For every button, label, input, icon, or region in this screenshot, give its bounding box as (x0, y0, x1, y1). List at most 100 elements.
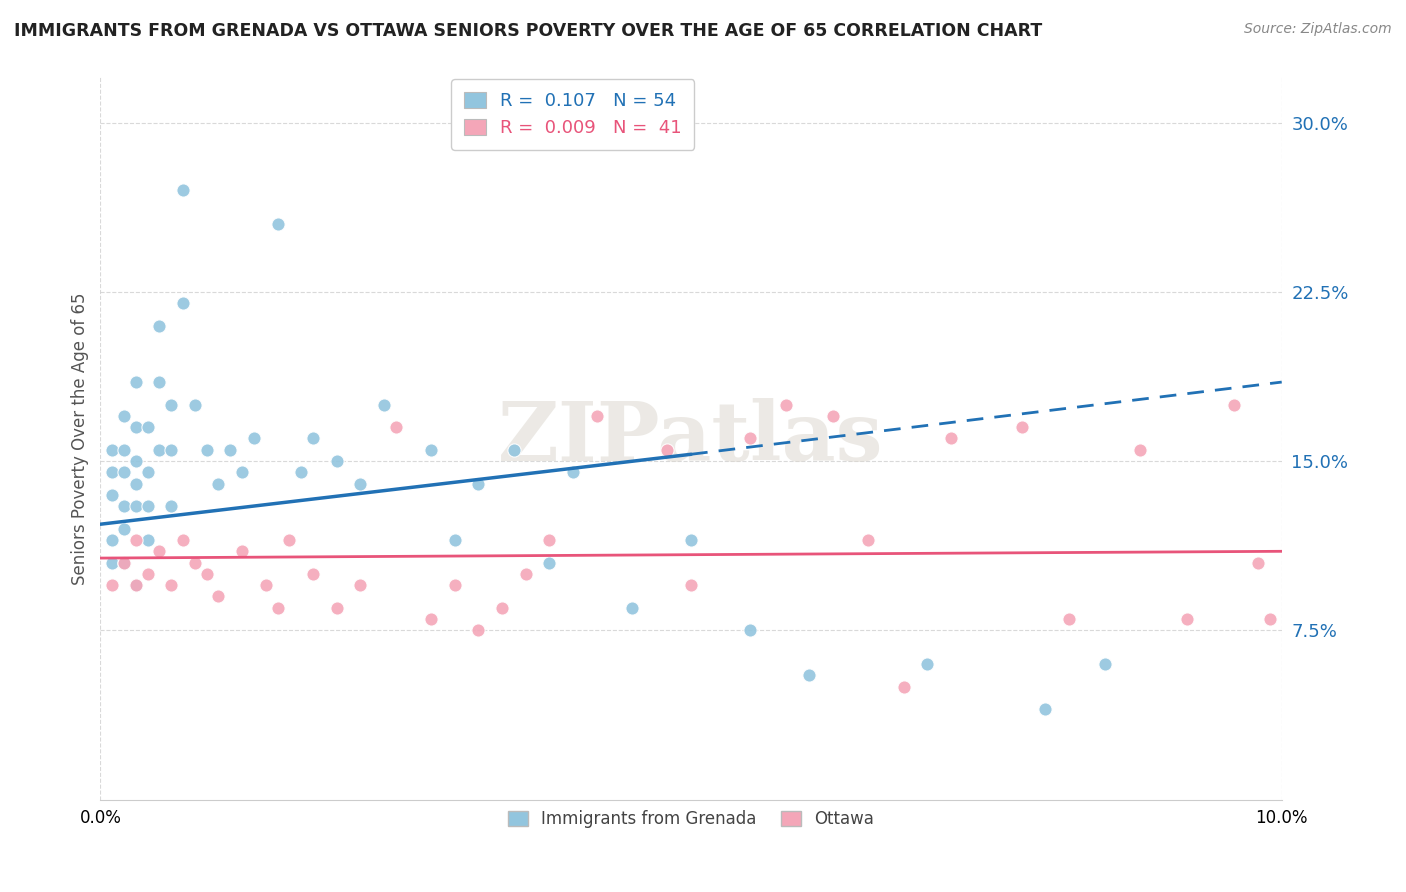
Point (125, 375, 148, 389)
Point (679, 578, 702, 592)
Point (939, 432, 962, 446)
Y-axis label: Seniors Poverty Over the Age of 65: Seniors Poverty Over the Age of 65 (72, 293, 89, 585)
Point (1057, 612, 1080, 626)
Point (101, 578, 124, 592)
Point (620, 600, 643, 615)
Point (254, 578, 277, 592)
Point (125, 578, 148, 592)
Point (148, 318, 170, 333)
Point (101, 556, 124, 570)
Point (266, 217, 288, 231)
Point (1247, 556, 1270, 570)
Point (325, 454, 347, 468)
Point (101, 466, 124, 480)
Point (420, 442, 443, 457)
Point (184, 556, 207, 570)
Point (799, 668, 821, 682)
Point (349, 476, 371, 491)
Point (1094, 657, 1116, 672)
Point (420, 612, 443, 626)
Point (101, 533, 124, 547)
Point (1258, 612, 1281, 626)
Point (160, 499, 183, 513)
Point (148, 442, 170, 457)
Point (384, 420, 406, 434)
Point (561, 466, 583, 480)
Point (302, 432, 325, 446)
Point (112, 556, 135, 570)
Point (148, 544, 170, 558)
Point (125, 499, 148, 513)
Point (112, 556, 135, 570)
Point (266, 600, 288, 615)
Text: Source: ZipAtlas.com: Source: ZipAtlas.com (1244, 22, 1392, 37)
Point (172, 183, 194, 197)
Point (893, 680, 915, 694)
Point (207, 590, 229, 604)
Point (125, 578, 148, 592)
Point (172, 296, 194, 310)
Point (1035, 702, 1057, 716)
Point (1129, 442, 1152, 457)
Point (278, 533, 301, 547)
Point (207, 476, 229, 491)
Point (1175, 612, 1198, 626)
Point (858, 533, 880, 547)
Point (231, 544, 253, 558)
Point (112, 409, 135, 423)
Point (821, 409, 844, 423)
Point (538, 533, 561, 547)
Point (740, 624, 762, 638)
Point (101, 488, 124, 502)
Point (160, 398, 183, 412)
Point (585, 409, 607, 423)
Point (125, 454, 148, 468)
Point (302, 566, 325, 581)
Point (125, 476, 148, 491)
Point (443, 533, 465, 547)
Point (515, 566, 537, 581)
Point (325, 600, 347, 615)
Point (1223, 398, 1246, 412)
Point (491, 600, 513, 615)
Point (775, 398, 797, 412)
Point (290, 466, 312, 480)
Point (740, 432, 762, 446)
Point (349, 578, 371, 592)
Point (195, 442, 218, 457)
Point (101, 442, 124, 457)
Point (136, 420, 159, 434)
Point (1011, 420, 1033, 434)
Point (136, 499, 159, 513)
Point (160, 442, 183, 457)
Point (136, 566, 159, 581)
Point (112, 442, 135, 457)
Point (467, 476, 489, 491)
Point (443, 578, 465, 592)
Point (231, 466, 253, 480)
Point (917, 657, 939, 672)
Point (679, 533, 702, 547)
Point (195, 566, 218, 581)
Legend: Immigrants from Grenada, Ottawa: Immigrants from Grenada, Ottawa (501, 803, 882, 835)
Point (125, 420, 148, 434)
Point (502, 442, 524, 457)
Point (112, 522, 135, 536)
Text: IMMIGRANTS FROM GRENADA VS OTTAWA SENIORS POVERTY OVER THE AGE OF 65 CORRELATION: IMMIGRANTS FROM GRENADA VS OTTAWA SENIOR… (14, 22, 1042, 40)
Point (657, 442, 679, 457)
Point (112, 499, 135, 513)
Point (538, 556, 561, 570)
Point (219, 442, 242, 457)
Point (148, 375, 170, 389)
Point (467, 624, 489, 638)
Point (243, 432, 266, 446)
Text: ZIPatlas: ZIPatlas (498, 399, 884, 478)
Point (136, 466, 159, 480)
Point (112, 466, 135, 480)
Point (373, 398, 395, 412)
Point (160, 578, 183, 592)
Point (172, 533, 194, 547)
Point (136, 533, 159, 547)
Point (125, 533, 148, 547)
Point (184, 398, 207, 412)
